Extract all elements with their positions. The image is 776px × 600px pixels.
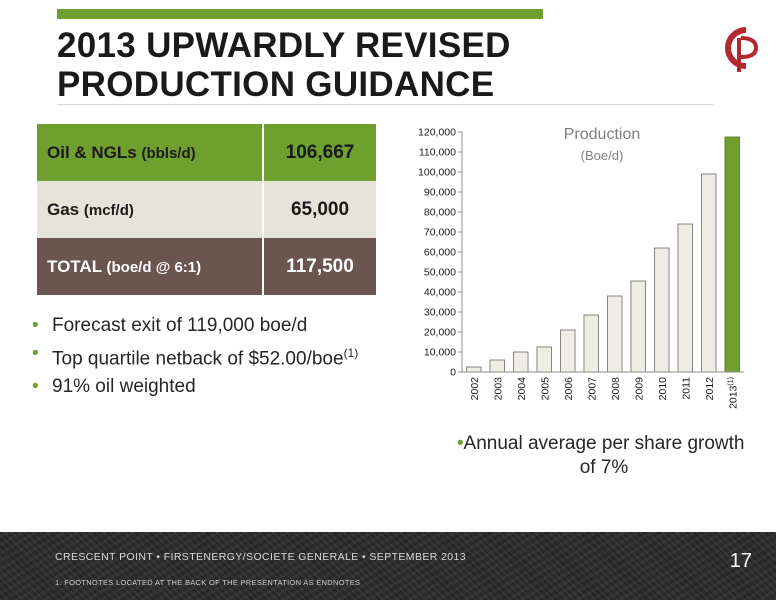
bar-2011 [677, 223, 693, 373]
footnote-ref: (1) [343, 346, 359, 360]
row-value: 65,000 [262, 181, 376, 238]
crescent-point-logo [725, 27, 759, 72]
row-value: 117,500 [262, 238, 376, 295]
x-tick-label: 2012 [704, 377, 716, 401]
bullet-text: Top quartile netback of $52.00/boe [52, 348, 344, 370]
x-axis: 2002 2003 2004 2005 2006 2007 2008 2009 2010 2011… [462, 371, 744, 409]
row-unit: (mcf/d) [83, 201, 134, 219]
footer-footnote: 1. FOOTNOTES LOCATED AT THE BACK OF THE … [55, 578, 361, 587]
bar-2004 [513, 351, 529, 373]
x-tick-label: 2009 [633, 377, 645, 401]
bars [466, 136, 740, 373]
bullet-marker: • [457, 433, 464, 454]
y-tick-label: 50,000 [424, 267, 456, 279]
x-tick-label: 2002 [469, 377, 481, 401]
row-value: 106,667 [262, 124, 376, 181]
footer: CRESCENT POINT • FIRSTENERGY/SOCIETE GEN… [0, 532, 776, 600]
y-tick-label: 0 [450, 367, 456, 379]
bullet-marker: • [32, 376, 39, 398]
x-tick-label: 2008 [610, 377, 622, 401]
y-tick-label: 10,000 [424, 347, 456, 359]
row-unit: (boe/d @ 6:1) [106, 258, 202, 276]
y-tick-label: 120,000 [418, 127, 456, 139]
slide-title: 2013 UPWARDLY REVISED PRODUCTION GUIDANC… [57, 26, 511, 104]
bullet-netback: • Top quartile netback of $52.00/boe(1) [30, 342, 360, 370]
bar-2007 [583, 314, 599, 373]
bar-2002 [466, 366, 482, 373]
y-tick-label: 40,000 [424, 287, 456, 299]
x-tick-label: 2011 [680, 377, 692, 400]
y-tick-label: 60,000 [424, 247, 456, 259]
row-label: TOTAL (boe/d @ 6:1) [37, 238, 263, 295]
x-tick-label: 2004 [516, 377, 528, 401]
bullet-list: • Forecast exit of 119,000 boe/d • Top qua… [30, 314, 360, 403]
row-label-text: Gas [47, 199, 80, 219]
production-bar-chart: Production (Boe/d) 0 10,000 20,000 30,000 40… [418, 126, 744, 409]
x-tick-label: 2013(1) [727, 377, 739, 409]
row-unit: (bbls/d) [141, 144, 196, 162]
row-label-text: Oil & NGLs [47, 142, 137, 162]
x-tick-footnote: (1) [727, 377, 734, 386]
row-label: Oil & NGLs (bbls/d) [37, 124, 263, 181]
bullet-marker: • [32, 343, 39, 364]
y-tick-label: 110,000 [419, 147, 456, 159]
bar-2012 [701, 173, 717, 373]
top-accent-bar [57, 9, 543, 19]
chart-note-text: Annual average per share growth of 7% [463, 433, 745, 478]
y-tick-label: 20,000 [424, 327, 456, 339]
bar-2009 [630, 280, 646, 373]
bar-2010 [654, 247, 670, 373]
title-divider [57, 104, 713, 105]
y-axis: 0 10,000 20,000 30,000 40,000 50,000 60,000 70,… [418, 127, 463, 379]
bullet-text: Forecast exit of 119,000 boe/d [52, 315, 308, 336]
x-tick-label: 2010 [657, 377, 669, 401]
title-line-2: PRODUCTION GUIDANCE [57, 65, 495, 104]
y-tick-label: 90,000 [424, 187, 456, 199]
bar-2003 [489, 359, 505, 373]
x-tick-label: 2005 [539, 377, 551, 401]
y-tick-label: 30,000 [424, 307, 456, 319]
bar-2006 [560, 329, 576, 373]
bullet-exit-forecast: • Forecast exit of 119,000 boe/d [30, 314, 360, 337]
title-line-1: 2013 UPWARDLY REVISED [57, 26, 511, 65]
y-tick-label: 70,000 [424, 227, 456, 239]
x-tick-label: 2007 [586, 377, 598, 401]
bar-2005 [536, 346, 552, 373]
x-tick-label: 2003 [492, 377, 504, 401]
row-label-text: TOTAL [47, 256, 102, 276]
bullet-marker: • [32, 315, 39, 336]
page-number: 17 [729, 550, 752, 572]
chart-title: Production [564, 126, 641, 143]
table-row-gas: Gas (mcf/d) 65,000 [37, 181, 376, 238]
footer-text: CRESCENT POINT • FIRSTENERGY/SOCIETE GEN… [55, 551, 467, 563]
bullet-oil-weighted: • 91% oil weighted [30, 375, 360, 398]
bullet-text: 91% oil weighted [52, 376, 196, 398]
x-tick-label: 2006 [563, 377, 575, 401]
bar-2013 [724, 136, 740, 373]
table-row-total: TOTAL (boe/d @ 6:1) 117,500 [37, 238, 376, 295]
production-guidance-table: Oil & NGLs (bbls/d) 106,667 Gas (mcf/d) … [37, 124, 376, 295]
row-label: Gas (mcf/d) [37, 181, 263, 238]
bar-2008 [607, 295, 623, 373]
chart-note: • Annual average per share growth of 7% [447, 432, 747, 480]
y-tick-label: 80,000 [424, 207, 456, 219]
chart-subtitle: (Boe/d) [581, 148, 624, 163]
table-row-oil: Oil & NGLs (bbls/d) 106,667 [37, 124, 376, 181]
y-tick-label: 100,000 [418, 167, 456, 179]
